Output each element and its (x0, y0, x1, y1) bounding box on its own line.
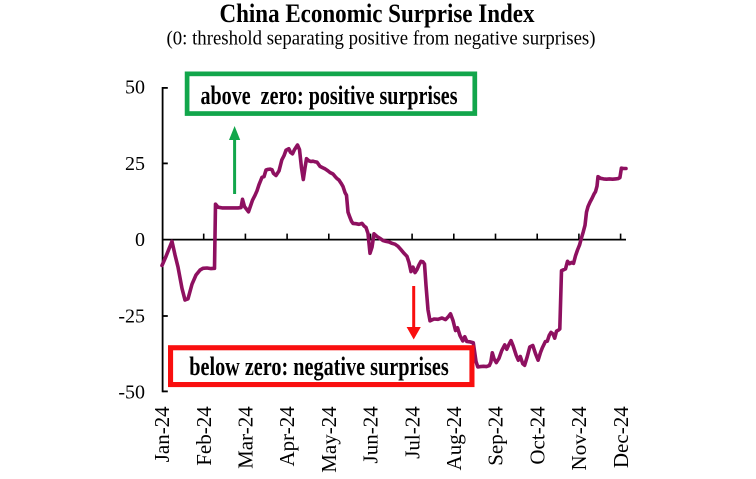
svg-text:Sep-24: Sep-24 (484, 406, 508, 466)
svg-text:May-24: May-24 (317, 406, 341, 473)
svg-text:Dec-24: Dec-24 (609, 406, 633, 468)
svg-text:Jul-24: Jul-24 (400, 406, 424, 459)
svg-text:0: 0 (135, 229, 145, 251)
svg-text:Aug-24: Aug-24 (442, 406, 466, 471)
svg-text:-50: -50 (118, 382, 145, 404)
svg-text:Jun-24: Jun-24 (359, 406, 383, 464)
svg-text:Oct-24: Oct-24 (525, 406, 549, 465)
svg-text:(0: threshold separating posit: (0: threshold separating positive from n… (167, 28, 596, 49)
svg-text:Mar-24: Mar-24 (234, 406, 258, 469)
svg-text:above zero: positive surprise: above zero: positive surprises (201, 81, 458, 110)
svg-text:25: 25 (125, 153, 145, 175)
svg-text:-25: -25 (118, 306, 145, 328)
svg-text:below zero: negative surprises: below zero: negative surprises (189, 352, 449, 381)
svg-text:50: 50 (125, 77, 145, 99)
svg-text:China Economic Surprise Index: China Economic Surprise Index (220, 0, 536, 28)
svg-text:Feb-24: Feb-24 (192, 406, 216, 466)
svg-text:Apr-24: Apr-24 (275, 406, 299, 467)
svg-text:Nov-24: Nov-24 (567, 406, 591, 471)
svg-text:Jan-24: Jan-24 (150, 406, 174, 462)
